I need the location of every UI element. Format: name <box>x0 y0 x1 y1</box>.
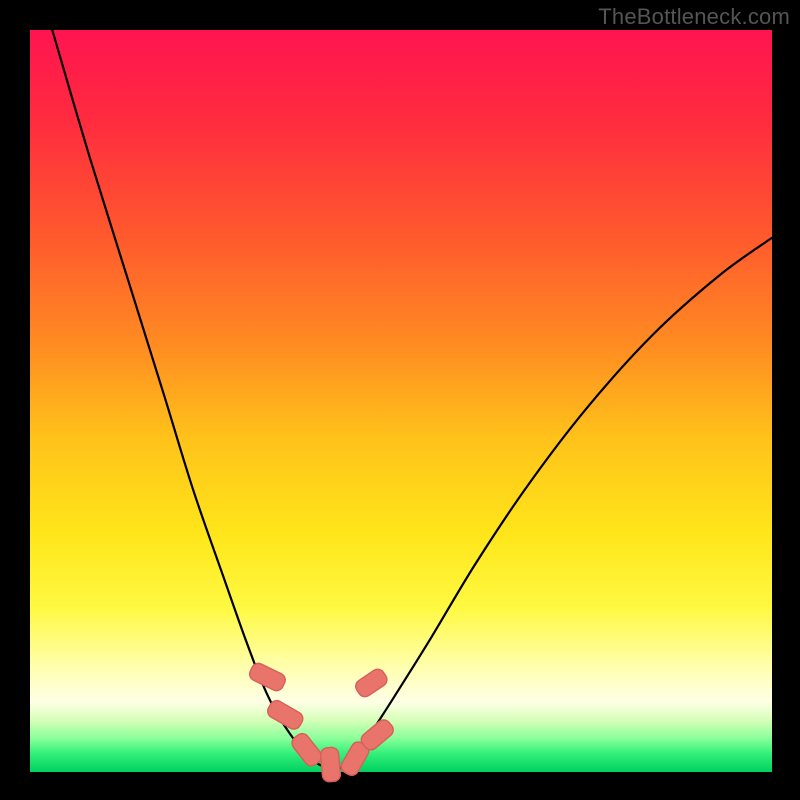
curve-marker <box>353 667 390 700</box>
curve-marker <box>247 661 287 693</box>
curve-marker <box>320 747 341 782</box>
curve-marker <box>289 731 324 769</box>
curve-markers <box>247 661 396 782</box>
curve-layer <box>30 30 772 772</box>
bottleneck-curve <box>52 30 772 768</box>
watermark-text: TheBottleneck.com <box>598 4 790 30</box>
plot-area <box>30 30 772 772</box>
